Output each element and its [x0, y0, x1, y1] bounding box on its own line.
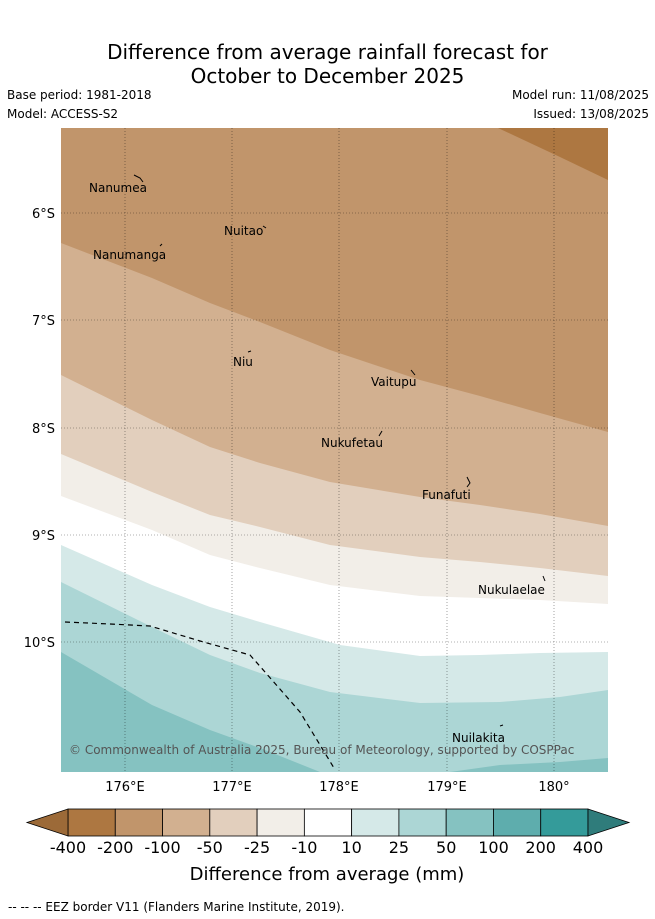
- island-nanumea: [133, 174, 144, 183]
- lon-label-180: 180°: [538, 780, 569, 795]
- island-niu: [247, 350, 252, 353]
- colorbar-cells: [67, 808, 589, 837]
- colorbar-cell: [351, 808, 400, 837]
- colorbar-labels: -400 -200 -100 -50 -25 -10 10 25 50 100 …: [50, 838, 603, 857]
- colorbar-label: 50: [436, 838, 456, 857]
- title-line-1: Difference from average rainfall forecas…: [107, 40, 548, 64]
- lon-labels: 176°E 177°E 178°E 179°E 180°: [105, 780, 569, 795]
- island-vaitupu: [410, 369, 416, 376]
- island-shapes: [133, 174, 546, 727]
- colorbar-label: 25: [389, 838, 409, 857]
- island-nuitao: [262, 225, 267, 229]
- lon-label-179E: 179°E: [427, 780, 467, 795]
- lat-labels: 6°S 7°S 8°S 9°S 10°S: [24, 207, 55, 651]
- lon-label-177E: 177°E: [212, 780, 252, 795]
- lon-label-176E: 176°E: [105, 780, 145, 795]
- colorbar-label: -400: [50, 838, 86, 857]
- colorbar-cell: [398, 808, 447, 837]
- place-nanumea: Nanumea: [89, 181, 147, 195]
- rainfall-bands: [61, 128, 608, 772]
- colorbar-cell: [67, 808, 116, 837]
- colorbar-label: -100: [144, 838, 180, 857]
- colorbar-cell: [445, 808, 494, 837]
- lat-label-9S: 9°S: [32, 529, 55, 544]
- place-nukufetau: Nukufetau: [321, 436, 383, 450]
- colorbar-label: 10: [341, 838, 361, 857]
- colorbar-cell: [256, 808, 305, 837]
- colorbar-cell: [209, 808, 258, 837]
- band-minus200-400: [498, 128, 608, 180]
- place-nuilakita: Nuilakita: [452, 731, 505, 745]
- colorbar-under-arrow: [25, 808, 69, 837]
- colorbar-cell: [493, 808, 542, 837]
- colorbar-title: Difference from average (mm): [190, 864, 465, 885]
- island-nukufetau: [378, 430, 383, 437]
- place-funafuti: Funafuti: [422, 488, 471, 502]
- title-line-2: October to December 2025: [190, 64, 465, 88]
- place-niu: Niu: [233, 355, 253, 369]
- place-vaitupu: Vaitupu: [371, 375, 417, 389]
- map-title: Difference from average rainfall forecas…: [0, 40, 655, 88]
- lat-label-10S: 10°S: [24, 636, 55, 651]
- model-run: Model run: 11/08/2025: [511, 88, 649, 102]
- eez-border: [64, 621, 335, 769]
- colorbar-label: -200: [97, 838, 133, 857]
- lat-label-7S: 7°S: [32, 314, 55, 329]
- colorbar-label: 100: [478, 838, 509, 857]
- colorbar-cell: [114, 808, 163, 837]
- colorbar-label: 200: [525, 838, 556, 857]
- model-name: Model: ACCESS-S2: [7, 107, 119, 121]
- lat-label-6S: 6°S: [32, 207, 55, 222]
- colorbar-label: -50: [197, 838, 223, 857]
- colorbar: -400 -200 -100 -50 -25 -10 10 25 50 100 …: [25, 808, 631, 885]
- colorbar-cell: [162, 808, 211, 837]
- colorbar-label: -25: [244, 838, 270, 857]
- issued-date: Issued: 13/08/2025: [533, 107, 649, 121]
- colorbar-label: -10: [291, 838, 317, 857]
- place-nuitao: Nuitao: [224, 224, 263, 238]
- lat-label-8S: 8°S: [32, 422, 55, 437]
- island-nanumanga: [159, 243, 163, 247]
- place-nanumanga: Nanumanga: [93, 248, 166, 262]
- eez-footnote: -- -- -- EEZ border V11 (Flanders Marine…: [8, 900, 345, 914]
- place-nukulaelae: Nukulaelae: [478, 583, 545, 597]
- place-labels: Nanumea Nuitao Nanumanga Niu Vaitupu Nuk…: [89, 181, 545, 745]
- copyright-notice: © Commonwealth of Australia 2025, Bureau…: [69, 743, 574, 757]
- base-period: Base period: 1981-2018: [7, 88, 152, 102]
- colorbar-label: 400: [573, 838, 604, 857]
- lon-label-178E: 178°E: [319, 780, 359, 795]
- colorbar-over-arrow: [587, 808, 631, 837]
- colorbar-cell: [303, 808, 353, 837]
- colorbar-cell: [540, 808, 589, 837]
- band-minus100-200: [61, 128, 608, 432]
- island-funafuti: [466, 476, 471, 488]
- island-nuilakita: [499, 724, 504, 727]
- island-nukulaelae: [542, 575, 546, 582]
- gridlines: [61, 128, 608, 772]
